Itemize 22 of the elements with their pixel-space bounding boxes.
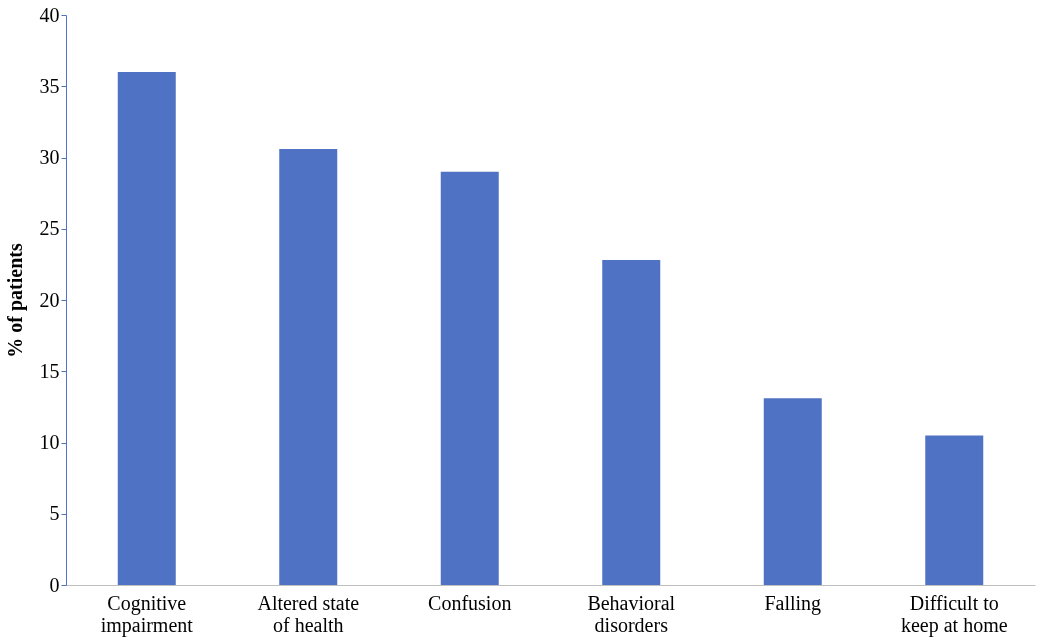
bar [279, 148, 338, 585]
x-tick-label: Confusion [428, 591, 512, 614]
bar [602, 260, 661, 585]
x-tick-label: Difficult to keep at home [900, 591, 1008, 637]
x-tick-label: Altered state of health [257, 591, 360, 636]
bar [117, 72, 176, 585]
x-tick-label: Behavioral disorders [587, 591, 676, 636]
y-tick-label: 0 [49, 573, 60, 596]
bar [440, 171, 499, 585]
y-tick-label: 30 [39, 146, 60, 168]
y-tick-label: 10 [39, 431, 60, 453]
y-tick-label: 15 [39, 359, 60, 382]
y-tick-label: 40 [39, 3, 60, 26]
bar [925, 435, 984, 585]
y-tick-label: 5 [49, 502, 60, 525]
x-tick-label: Cognitive impairment [100, 591, 194, 637]
y-axis-title: % of patients [3, 243, 27, 358]
y-tick-label: 20 [39, 288, 60, 311]
y-tick-label: 35 [39, 74, 60, 97]
y-tick-label: 25 [39, 217, 60, 240]
x-tick-label: Falling [764, 591, 822, 615]
bar [763, 398, 822, 585]
